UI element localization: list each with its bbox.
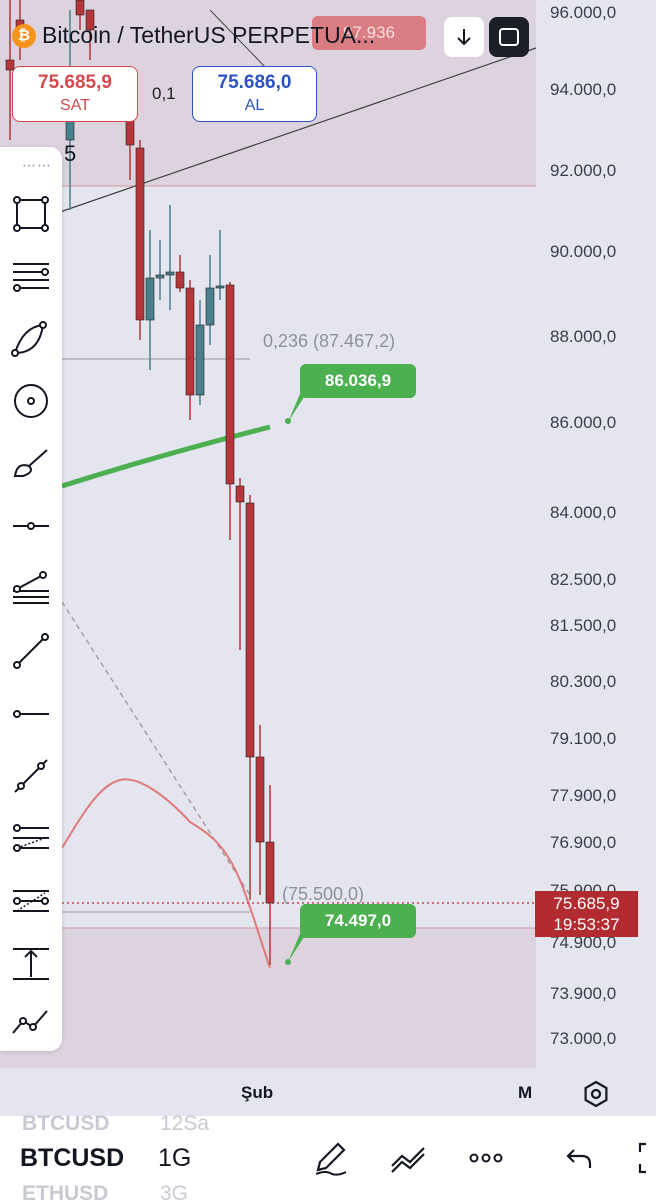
buy-button[interactable]: 75.686,0 AL: [192, 66, 317, 122]
parallel-channel-icon[interactable]: [9, 754, 53, 798]
pen-icon[interactable]: [310, 1138, 350, 1178]
candle-body: [265, 841, 275, 904]
drawing-toolbar: ⋯⋯: [0, 147, 75, 1051]
price-axis-label: 84.000,0: [550, 503, 616, 522]
candle-body: [85, 9, 95, 31]
price-axis-label: 73.900,0: [550, 984, 616, 1003]
candle-body: [255, 756, 265, 843]
chart-canvas[interactable]: 96.000,0 94.000,0 92.000,0 90.000,0 88.000,0…: [0, 0, 656, 1116]
price-tag-lower[interactable]: 74.497,0: [300, 904, 416, 938]
brush-tool-icon[interactable]: [9, 442, 53, 486]
candle-body: [185, 287, 195, 396]
candle-body: [75, 0, 85, 16]
fib-label-lower: (75.500,0): [282, 884, 365, 904]
candle-body: [155, 274, 165, 279]
price-axis-label: 80.300,0: [550, 672, 616, 691]
tag-pointer-upper: [288, 394, 306, 422]
dashed-projection: [61, 601, 251, 896]
buy-price: 75.686,0: [217, 72, 292, 93]
lines-tool-icon[interactable]: [9, 254, 53, 298]
candle-body: [175, 271, 185, 289]
price-axis-label: 74.900,0: [550, 933, 616, 952]
candle-body: [245, 502, 255, 758]
price-axis-label: 79.100,0: [550, 729, 616, 748]
forecast-icon[interactable]: [9, 999, 75, 1043]
current-price: 75.685,9: [553, 894, 620, 913]
price-axis-label: 86.000,0: [550, 413, 616, 432]
candle-body: [235, 485, 245, 503]
candle-body: [195, 324, 205, 396]
price-axis-label: 94.000,0: [550, 80, 616, 99]
tag-pointer-lower: [288, 934, 306, 962]
download-button[interactable]: [444, 17, 484, 57]
xaxis-label-m: M: [518, 1083, 533, 1102]
fib-tool-icon[interactable]: [9, 567, 53, 611]
bar-countdown: 19:53:37: [553, 915, 620, 934]
spread-value: 0,1: [152, 84, 176, 103]
price-axis-label: 77.900,0: [550, 786, 616, 805]
horizontal-ray-icon[interactable]: [9, 504, 53, 548]
price-axis-label: 88.000,0: [550, 327, 616, 346]
price-axis-label: 76.900,0: [550, 833, 616, 852]
buy-label: AL: [244, 97, 265, 114]
drag-handle-icon[interactable]: ⋯⋯: [22, 157, 52, 173]
undo-icon[interactable]: [558, 1138, 598, 1178]
bottom-bar: [0, 1116, 656, 1200]
sell-price: 75.685,9: [38, 72, 112, 93]
arc-tool-icon[interactable]: [9, 317, 53, 361]
candle-body: [145, 277, 155, 321]
top-price-tag: 97.936: [312, 16, 426, 50]
circle-tool-icon[interactable]: [9, 379, 53, 423]
fib-label-upper: 0,236 (87.467,2): [263, 331, 396, 351]
fullscreen-bottom-icon[interactable]: [632, 1138, 656, 1178]
timeframe-selector[interactable]: 1G: [158, 1144, 192, 1172]
gear-icon[interactable]: [582, 1080, 610, 1108]
symbol-ghost-below[interactable]: ETHUSD: [22, 1182, 109, 1200]
symbol-ghost-above[interactable]: BTCUSD: [22, 1112, 110, 1135]
candles: [5, 0, 275, 965]
fullscreen-button[interactable]: [489, 17, 529, 57]
download-icon: [457, 29, 471, 46]
rectangle-tool-icon[interactable]: [9, 192, 53, 236]
candle-body: [215, 285, 225, 289]
price-axis-label: 81.500,0: [550, 616, 616, 635]
price-axis-label: 92.000,0: [550, 161, 616, 180]
symbol-title[interactable]: ₿ Bitcoin / TetherUS PERPETUA...: [12, 22, 375, 49]
timeframe-ghost-below[interactable]: 3G: [160, 1182, 189, 1200]
trendline-2: [209, 9, 269, 71]
moving-average-red: [61, 778, 271, 969]
candle-body: [135, 147, 145, 321]
candle-body: [225, 284, 235, 485]
timeframe-ghost-above[interactable]: 12Sa: [160, 1112, 210, 1135]
sell-label: SAT: [60, 97, 90, 114]
price-axis-label: 73.000,0: [550, 1029, 616, 1048]
demand-zone: [0, 928, 536, 1068]
horizontal-line-icon[interactable]: [9, 692, 53, 736]
partial-value: 5: [64, 141, 77, 166]
indicators-icon[interactable]: [388, 1138, 428, 1178]
symbol-title-text: Bitcoin / TetherUS PERPETUA...: [42, 22, 376, 48]
current-price-tag: 75.685,9 19:53:37: [535, 891, 638, 937]
price-axis-label: 82.500,0: [550, 570, 616, 589]
price-axis-label: 96.000,0: [550, 3, 616, 22]
more-icon[interactable]: [466, 1138, 506, 1178]
trendline-icon[interactable]: [9, 629, 53, 673]
price-tag-upper[interactable]: 86.036,9: [300, 364, 416, 398]
fib-extension-icon[interactable]: [9, 816, 53, 860]
pitchfork-icon[interactable]: [9, 879, 53, 923]
xaxis-label-feb: Şub: [241, 1083, 274, 1102]
price-axis-label: 90.000,0: [550, 242, 616, 261]
sell-button[interactable]: 75.685,9 SAT: [12, 66, 138, 122]
candle-body: [165, 271, 175, 276]
coin-icon: ₿: [12, 23, 36, 48]
symbol-selector[interactable]: BTCUSD: [20, 1144, 125, 1172]
moving-average-green: [61, 424, 271, 489]
measure-icon[interactable]: [9, 941, 53, 985]
fullscreen-icon: [499, 28, 519, 46]
candle-body: [5, 59, 15, 71]
price-axis[interactable]: 96.000,0 94.000,0 92.000,0 90.000,0 88.000,0…: [550, 3, 616, 1048]
candle-body: [205, 287, 215, 326]
